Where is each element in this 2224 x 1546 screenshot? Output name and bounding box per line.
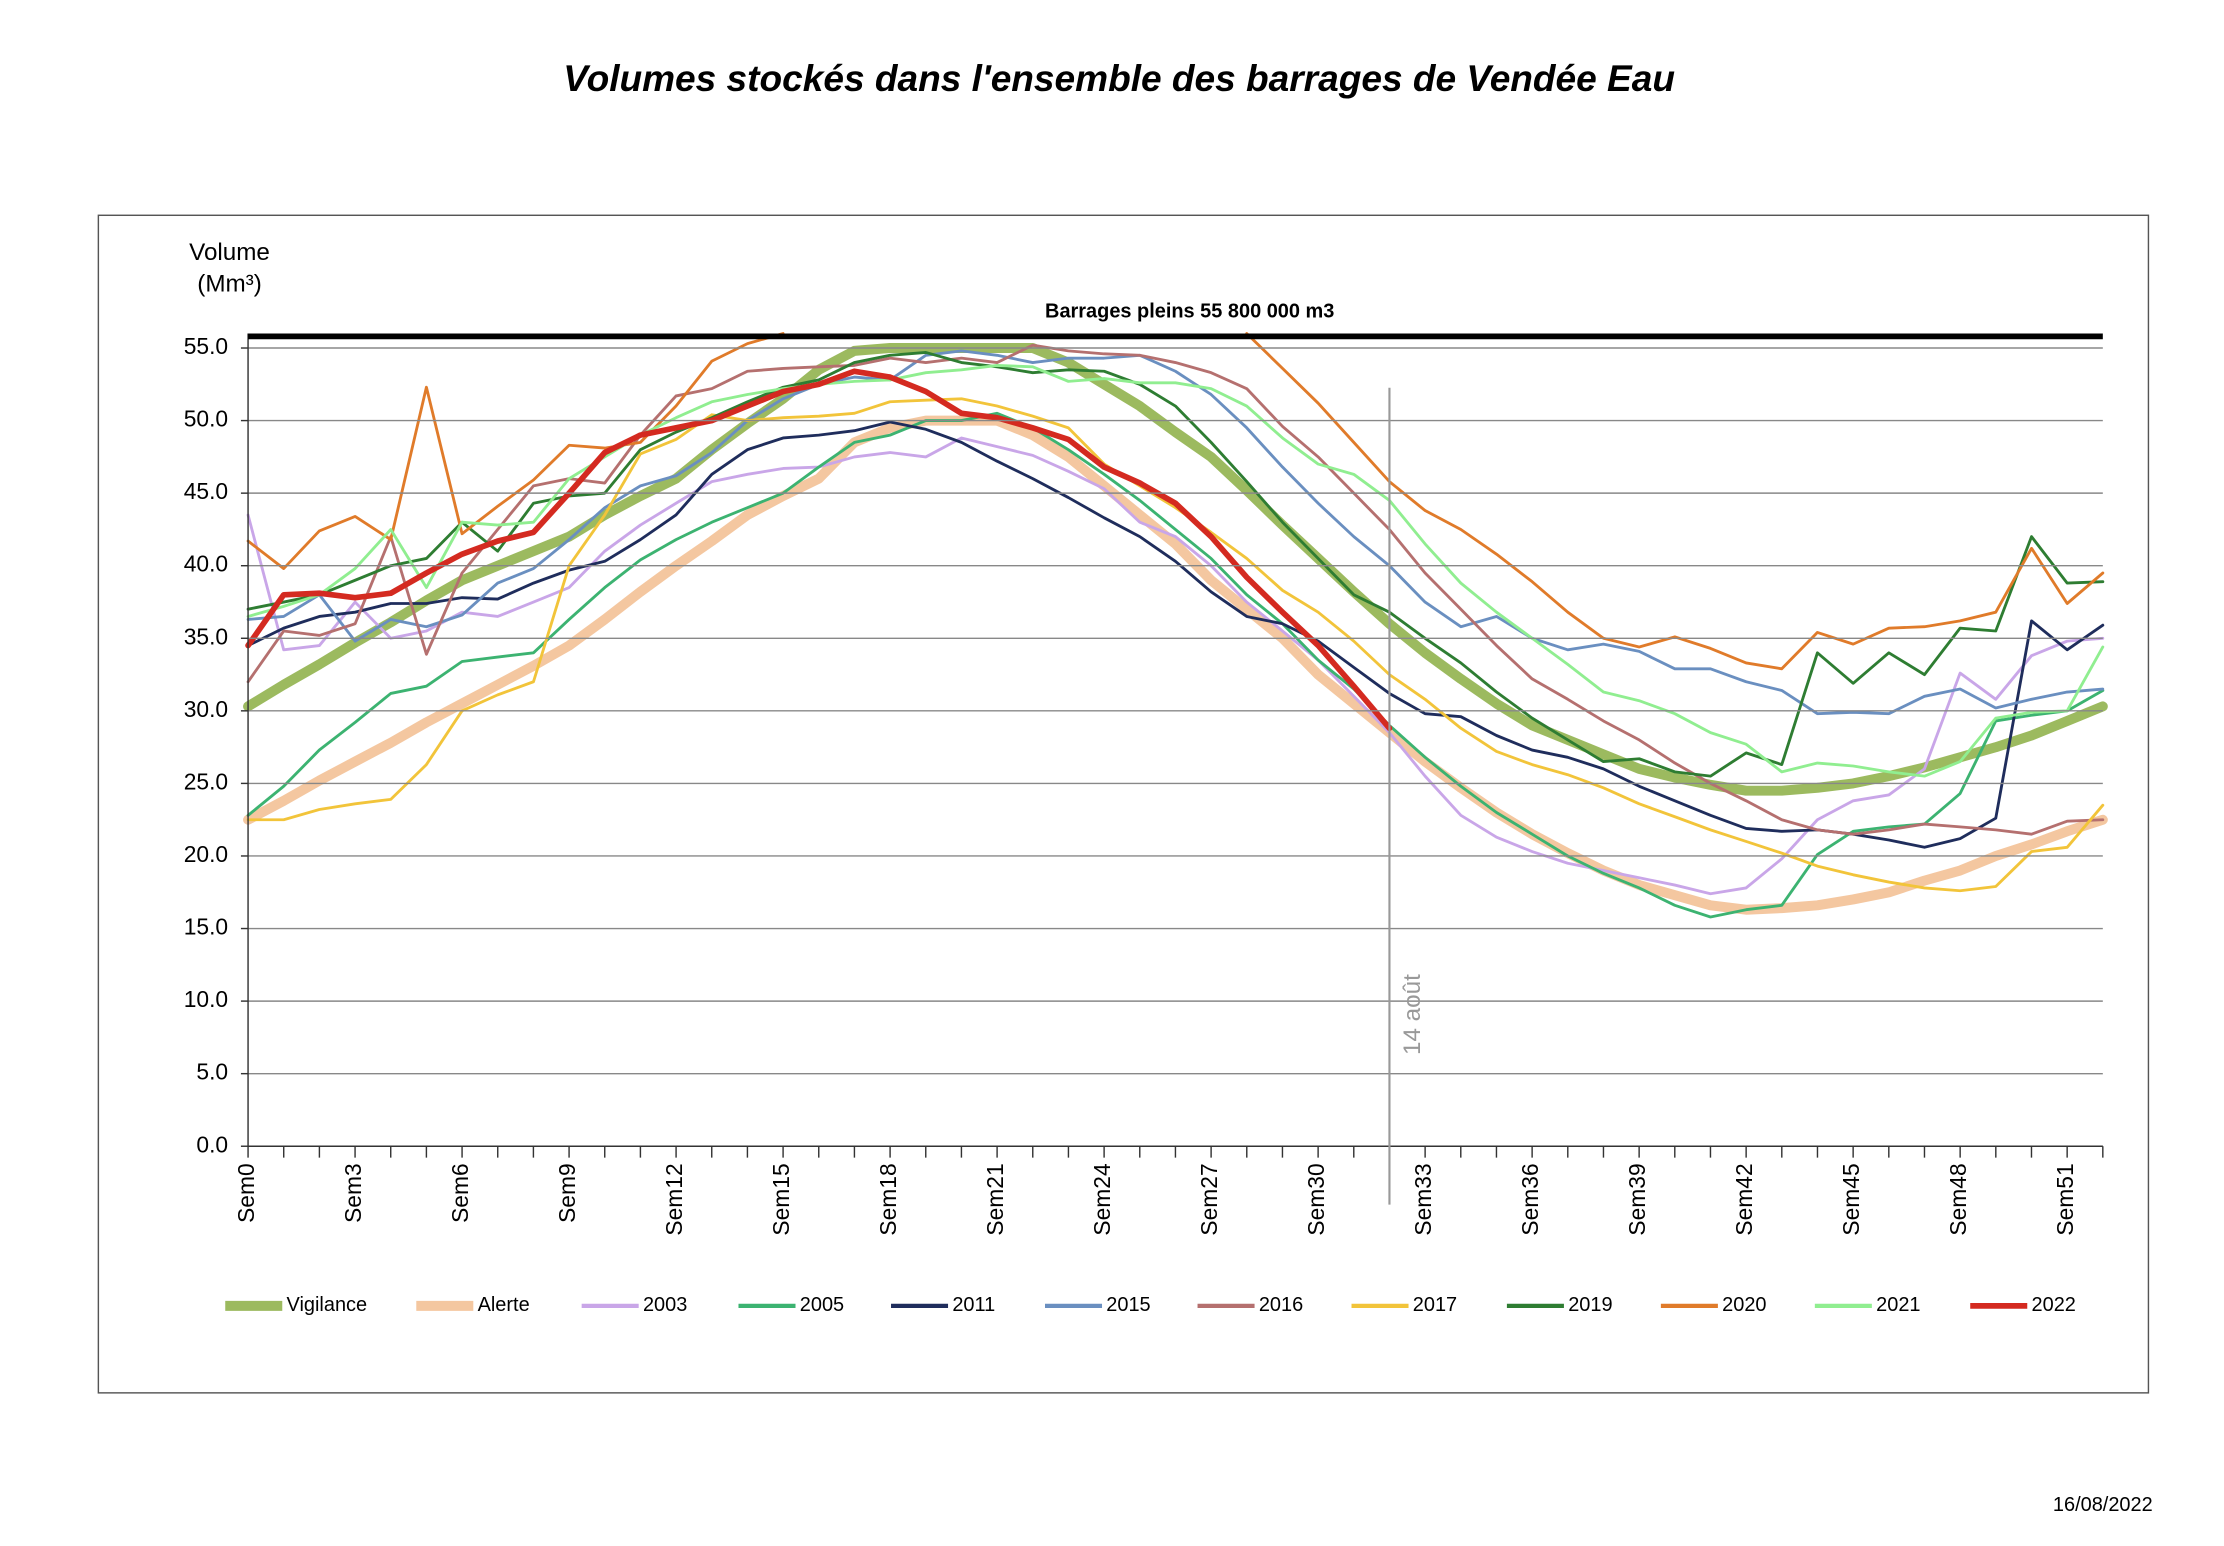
series-line [246,420,2105,849]
series-line [246,343,2105,836]
legend-label: 2011 [952,1294,995,1316]
x-tick-label: Sem27 [1196,1163,1222,1235]
y-tick-label: 40.0 [184,551,228,577]
x-tick-label: Sem42 [1731,1163,1757,1235]
y-tick-label: 5.0 [196,1059,228,1085]
y-tick-label: 25.0 [184,768,228,794]
series-line [246,397,2105,893]
y-tick-label: 30.0 [184,696,228,722]
date-marker-label: 14 août [1399,974,1426,1055]
series-line [246,436,2105,896]
x-tick-label: Sem39 [1624,1163,1650,1235]
legend-label: Vigilance [287,1294,368,1316]
legend-label: 2022 [2032,1294,2076,1316]
y-tick-label: 10.0 [184,986,228,1012]
y-tick-label: 45.0 [184,478,228,504]
y-tick-label: 20.0 [184,841,228,867]
chart-title: Volumes stockés dans l'ensemble des barr… [563,57,1675,99]
x-tick-label: Sem15 [768,1163,794,1235]
x-tick-label: Sem24 [1089,1163,1115,1236]
y-tick-label: 0.0 [196,1131,228,1157]
legend-label: 2017 [1413,1294,1457,1316]
y-tick-label: 35.0 [184,623,228,649]
series-line [246,351,2105,778]
legend-label: 2003 [643,1294,687,1316]
x-tick-label: Sem12 [661,1163,687,1235]
legend-label: 2020 [1722,1294,1766,1316]
y-tick-label: 50.0 [184,406,228,432]
x-tick-label: Sem0 [233,1163,259,1223]
series-line [243,415,2108,915]
date-stamp: 16/08/2022 [2053,1494,2153,1516]
x-tick-label: Sem18 [875,1163,901,1235]
x-tick-label: Sem9 [554,1163,580,1223]
legend-label: 2019 [1568,1294,1612,1316]
y-axis-label: (Mm³) [197,271,262,298]
x-tick-label: Sem45 [1838,1163,1864,1235]
x-tick-label: Sem3 [340,1163,366,1223]
full-reservoir-label: Barrages pleins 55 800 000 m3 [1045,300,1334,322]
x-tick-label: Sem51 [2052,1163,2078,1235]
legend-label: 2021 [1876,1294,1920,1316]
legend-label: 2005 [800,1294,844,1316]
x-tick-label: Sem33 [1410,1163,1436,1235]
series-line [243,343,2108,796]
legend-label: 2016 [1259,1294,1303,1316]
x-tick-label: Sem36 [1517,1163,1543,1235]
chart-frame [97,214,2150,1394]
x-tick-label: Sem6 [447,1163,473,1223]
y-tick-label: 15.0 [184,914,228,940]
x-tick-label: Sem30 [1303,1163,1329,1235]
y-tick-label: 55.0 [184,333,228,359]
series-line [246,349,2105,716]
series-line [246,411,2105,919]
x-tick-label: Sem21 [982,1163,1008,1235]
legend-label: Alerte [478,1294,530,1316]
x-tick-label: Sem48 [1945,1163,1971,1235]
series-line [245,368,1393,732]
legend-label: 2015 [1106,1294,1150,1316]
y-axis-label: Volume [189,239,270,266]
